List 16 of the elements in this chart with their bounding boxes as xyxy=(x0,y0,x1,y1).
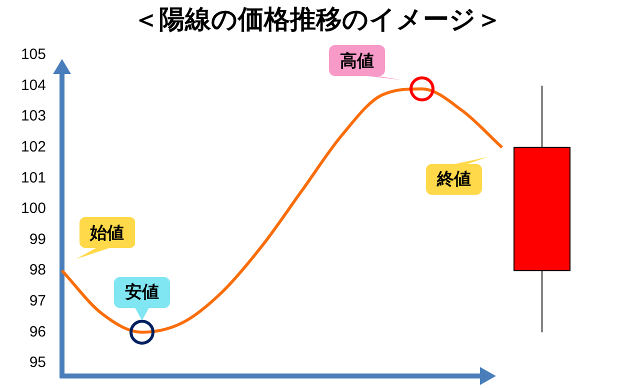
annotation: 高値 xyxy=(329,45,385,76)
y-tick-label: 96 xyxy=(29,323,46,340)
annotation: 終値 xyxy=(426,164,482,195)
y-tick-label: 103 xyxy=(20,108,46,125)
y-tick-label: 98 xyxy=(29,262,46,279)
y-tick-label: 101 xyxy=(20,169,46,186)
y-tick-label: 105 xyxy=(20,46,46,64)
annotation: 始値 xyxy=(79,217,135,248)
y-tick-label: 99 xyxy=(29,230,46,248)
annotation: 安値 xyxy=(114,276,170,308)
y-tick-label: 100 xyxy=(20,200,46,218)
chart-title: ＜陽線の価格推移のイメージ＞ xyxy=(132,4,503,37)
y-tick-label: 104 xyxy=(20,76,46,94)
y-tick-label: 95 xyxy=(29,354,46,372)
y-tick-label: 97 xyxy=(29,292,46,310)
y-tick-label: 102 xyxy=(20,138,46,156)
